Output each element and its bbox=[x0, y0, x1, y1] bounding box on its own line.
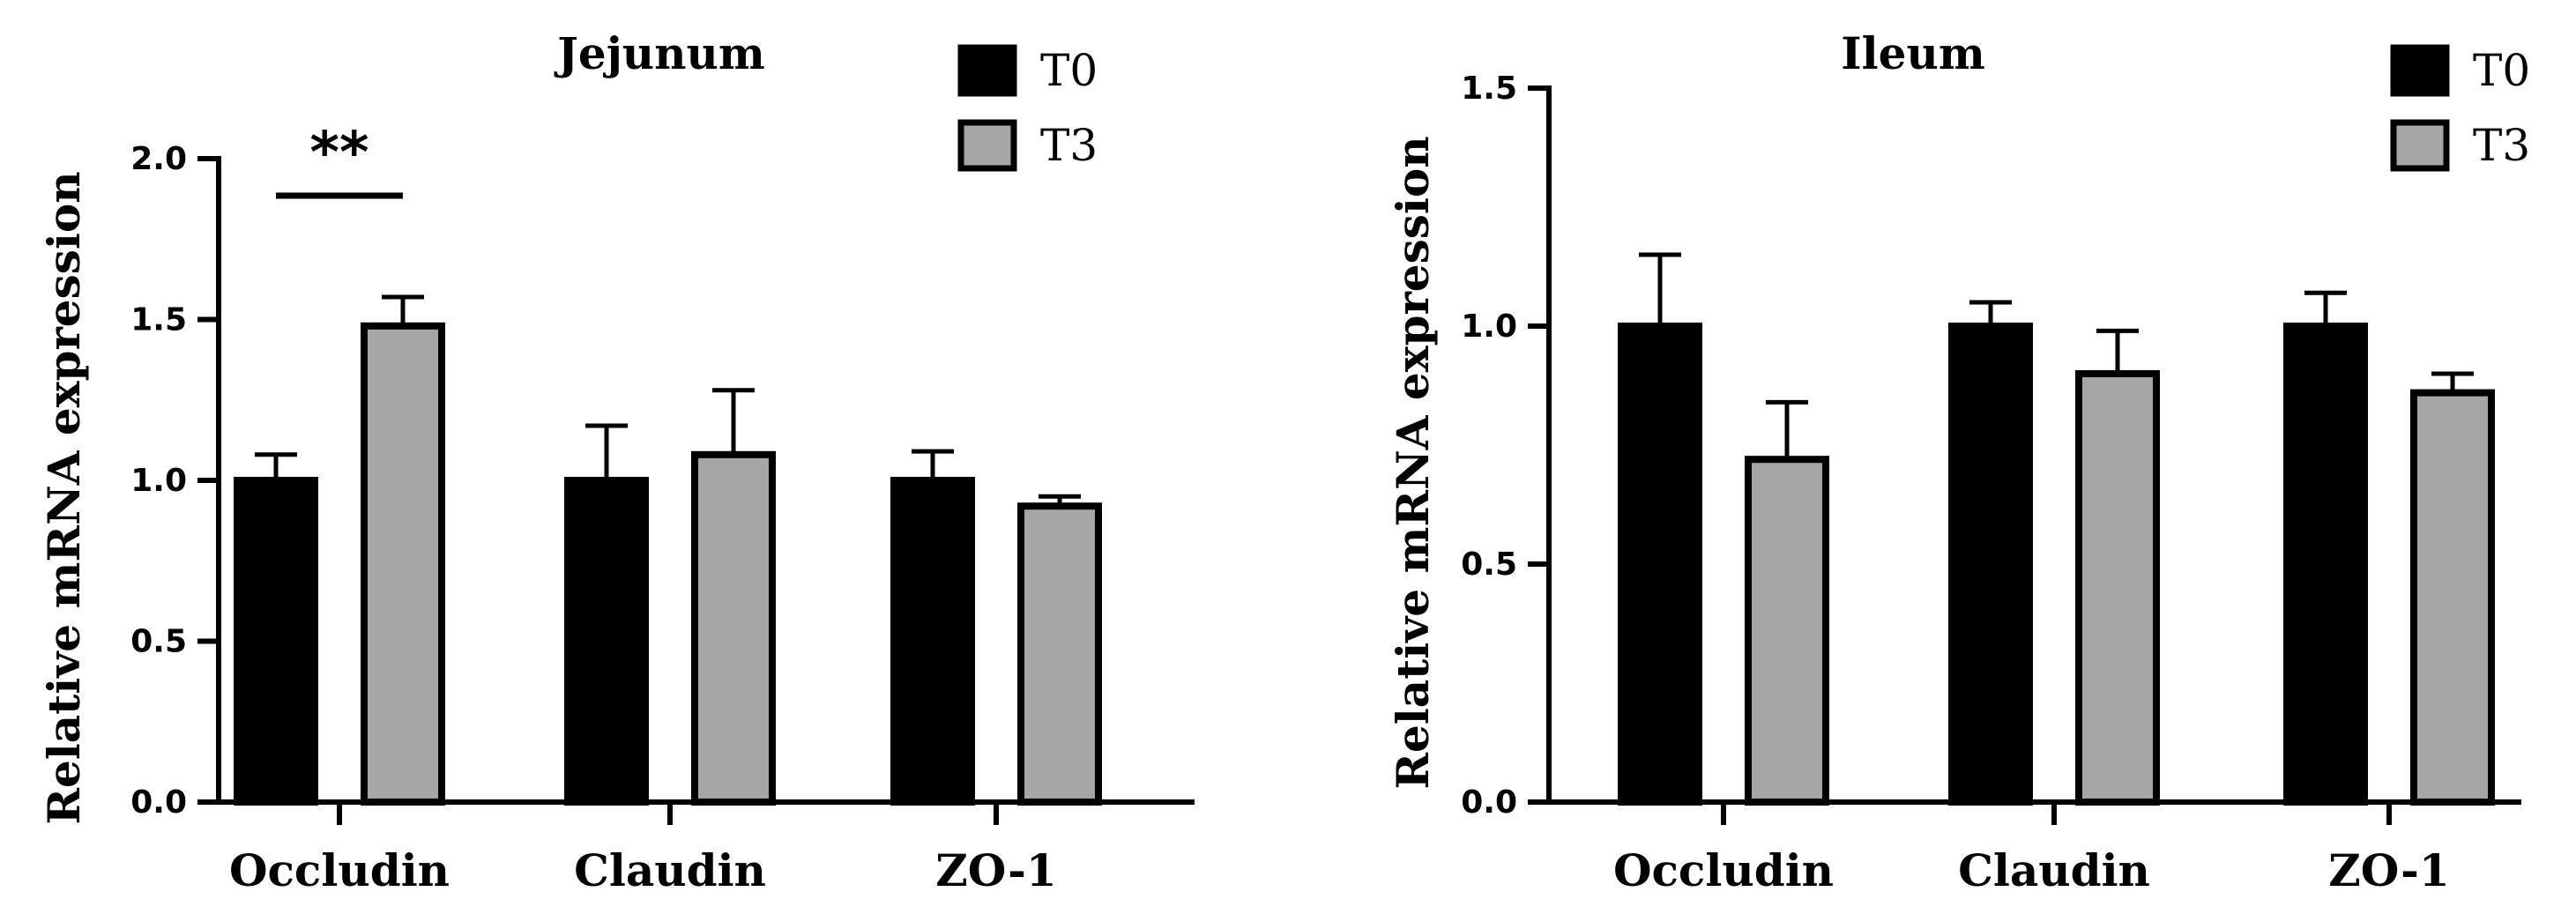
bar-t0-claudin bbox=[1948, 323, 2033, 806]
bar-t3-occludin bbox=[1745, 456, 1829, 806]
significance-marker: ** bbox=[310, 121, 369, 186]
legend-label-t0: T0 bbox=[1040, 45, 1098, 96]
bar-t3-claudin bbox=[691, 450, 776, 806]
bar-t3-claudin bbox=[2075, 370, 2160, 806]
bar-t3-zo-1 bbox=[1017, 502, 1102, 806]
x-tick-label-claudin: Claudin bbox=[574, 844, 766, 896]
legend-label-t3: T3 bbox=[2473, 120, 2530, 171]
y-axis-label: Relative mRNA expression bbox=[38, 171, 90, 824]
chart-jejunum: Jejunum Relative mRNA expression 0.0 0.5 1.0… bbox=[38, 27, 1195, 896]
bar-t0-zo-1 bbox=[890, 477, 975, 806]
x-tick-label-zo-1: ZO-1 bbox=[935, 844, 1056, 896]
chart-title: Jejunum bbox=[554, 27, 765, 79]
x-tick-label-zo-1: ZO-1 bbox=[2328, 844, 2449, 896]
y-tick-label: 1.5 bbox=[1461, 71, 1517, 107]
y-tick-label: 1.5 bbox=[130, 302, 187, 338]
x-tick-label-occludin: Occludin bbox=[1613, 844, 1834, 896]
legend-swatch-t0 bbox=[2390, 44, 2450, 97]
x-tick-label-occludin: Occludin bbox=[229, 844, 450, 896]
y-tick-label: 0.5 bbox=[1461, 546, 1517, 583]
legend-swatch-t3 bbox=[957, 119, 1017, 172]
bar-t0-occludin bbox=[234, 477, 318, 806]
y-tick-label: 0.5 bbox=[130, 624, 187, 660]
bar-t0-claudin bbox=[564, 477, 649, 806]
y-tick-label: 0.0 bbox=[130, 784, 187, 821]
bar-t0-zo-1 bbox=[2283, 323, 2368, 806]
legend-label-t3: T3 bbox=[1040, 120, 1098, 171]
legend-label-t0: T0 bbox=[2473, 45, 2530, 96]
chart-title: Ileum bbox=[1841, 27, 1984, 79]
y-tick-label: 1.0 bbox=[1461, 308, 1517, 345]
bar-t3-occludin bbox=[361, 322, 445, 806]
chart-ileum: Ileum Relative mRNA expression 0.0 0.5 1.0 1.… bbox=[1387, 27, 2530, 896]
y-tick-label: 0.0 bbox=[1461, 784, 1517, 821]
bar-t0-occludin bbox=[1618, 323, 1702, 806]
y-tick-label: 1.0 bbox=[130, 463, 187, 499]
legend-swatch-t0 bbox=[957, 44, 1017, 97]
bar-t3-zo-1 bbox=[2410, 389, 2495, 806]
x-tick-label-claudin: Claudin bbox=[1958, 844, 2150, 896]
y-axis-label: Relative mRNA expression bbox=[1387, 136, 1439, 789]
y-tick-label: 2.0 bbox=[130, 141, 187, 177]
legend-swatch-t3 bbox=[2390, 119, 2450, 172]
